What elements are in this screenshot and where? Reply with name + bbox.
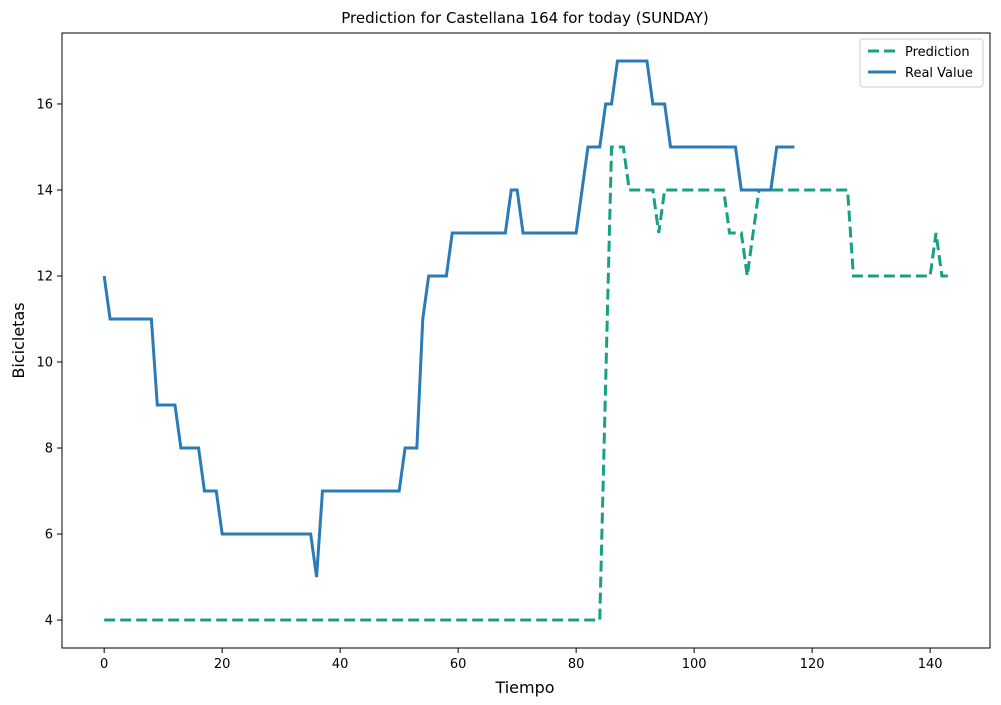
series-line-prediction xyxy=(104,145,948,622)
chart-title: Prediction for Castellana 164 for today … xyxy=(341,9,708,27)
legend: Prediction Real Value xyxy=(859,38,984,88)
x-tick-label: 80 xyxy=(568,657,585,672)
series-line-real-value xyxy=(102,59,795,578)
x-axis-ticks: 0 20 40 60 80 100 120 140 xyxy=(100,648,943,672)
x-tick-label: 20 xyxy=(214,657,231,672)
x-tick-label: 140 xyxy=(918,657,943,672)
y-tick-label: 10 xyxy=(36,356,53,371)
series-layer xyxy=(102,59,948,622)
y-tick-label: 8 xyxy=(45,442,53,457)
x-tick-label: 60 xyxy=(450,657,467,672)
legend-label: Prediction xyxy=(905,45,970,60)
y-tick-label: 4 xyxy=(45,614,53,629)
x-tick-label: 100 xyxy=(682,657,707,672)
x-axis-label: Tiempo xyxy=(494,678,554,697)
y-axis-label: Bicicletas xyxy=(9,302,28,378)
y-tick-label: 14 xyxy=(36,183,53,198)
plot-area xyxy=(61,32,991,649)
y-tick-label: 6 xyxy=(45,528,53,543)
y-tick-label: 12 xyxy=(36,269,53,284)
y-tick-label: 16 xyxy=(36,97,53,112)
y-axis-ticks: 4 6 8 10 12 14 16 xyxy=(36,97,62,629)
plot-frame xyxy=(61,32,991,649)
legend-label: Real Value xyxy=(905,66,973,81)
x-tick-label: 40 xyxy=(332,657,349,672)
x-tick-label: 120 xyxy=(800,657,825,672)
x-tick-label: 0 xyxy=(100,657,108,672)
